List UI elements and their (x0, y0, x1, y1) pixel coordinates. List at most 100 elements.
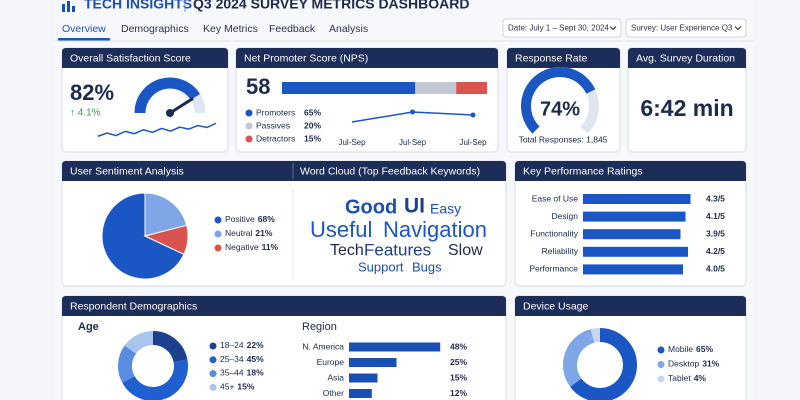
bar (583, 211, 686, 222)
filter-box[interactable] (502, 18, 622, 38)
word: Bugs (412, 259, 442, 274)
legend-name: Negative (225, 242, 259, 252)
word: Easy (430, 201, 461, 217)
bar (583, 264, 683, 275)
tab[interactable]: Overview (62, 23, 106, 35)
word: Tech (330, 242, 364, 259)
legend-name: Neutral (225, 228, 253, 238)
legend-marker (657, 375, 665, 383)
tab[interactable]: Feedback (269, 23, 316, 35)
card-title: Device Usage (523, 300, 589, 312)
legend-marker (214, 216, 222, 224)
legend-name: Desktop (668, 359, 699, 369)
value-label: 4.1/5 (706, 211, 725, 221)
y-tick-label: Design (552, 211, 579, 221)
section-title: Age (78, 321, 99, 333)
trend-point (410, 109, 415, 115)
card-header (515, 296, 746, 316)
filter-label[interactable]: Survey: User Experience Q3 (631, 24, 733, 33)
bar (349, 342, 441, 352)
donut-segment (118, 345, 137, 383)
kpi-value: 82% (70, 80, 114, 105)
legend-name: Mobile (668, 344, 693, 354)
legend-marker (209, 342, 217, 350)
legend-value: 15% (237, 382, 254, 392)
pie-slice (101, 192, 185, 280)
legend-name: Positive (225, 214, 255, 224)
brand: TECH INSIGHTS (84, 0, 192, 12)
value-label: 48% (450, 341, 467, 351)
legend-marker (214, 230, 222, 238)
needle-hub (166, 109, 174, 117)
legend-label: Negative 11% (225, 242, 279, 252)
legend-name: 25–34 (220, 354, 244, 364)
legend-marker (209, 370, 217, 378)
trend-point (470, 112, 476, 118)
legend-name: 45+ (220, 382, 234, 392)
legend-value: 45% (247, 354, 264, 364)
legend-name: Tablet (668, 373, 691, 383)
legend-marker (245, 122, 253, 130)
x-tick-label: Jul-Sep (338, 138, 366, 147)
y-tick-label: Reliability (542, 246, 579, 256)
pie-slice (143, 224, 189, 255)
legend-label: Tablet 4% (668, 373, 706, 383)
value-label: 15% (450, 372, 467, 382)
legend-name: Passives (256, 120, 290, 130)
tab[interactable]: Demographics (121, 23, 189, 35)
y-tick-label: Europe (317, 357, 345, 367)
legend-marker (209, 383, 217, 391)
legend-value: 21% (255, 228, 272, 238)
value-label: 4.0/5 (706, 264, 725, 274)
legend-marker (209, 356, 217, 364)
legend-label: Desktop 31% (668, 359, 720, 369)
donut-segment (570, 328, 637, 400)
value-label: 4.3/5 (706, 193, 725, 203)
legend-value: 4% (694, 373, 707, 383)
kpi-duration: 6:42 min (640, 95, 733, 121)
card-title: Net Promoter Score (NPS) (244, 52, 368, 64)
nps-score: 58 (246, 74, 270, 99)
bar (349, 389, 372, 398)
tab-underline (58, 38, 110, 41)
legend-label: Mobile 65% (668, 344, 714, 354)
ring-arc (521, 67, 596, 134)
gauge-arc (134, 77, 200, 114)
card-header (236, 48, 498, 68)
bar (583, 229, 681, 240)
legend-value: 11% (262, 242, 279, 252)
card-header (62, 48, 228, 68)
filter-label[interactable]: Date: July 1 – Sept 30, 2024 (508, 24, 610, 33)
word: Slow (448, 242, 483, 259)
chevron (609, 26, 617, 31)
nps-segment (282, 82, 416, 94)
card-title: Overall Satisfaction Score (70, 52, 191, 64)
y-tick-label: Asia (327, 372, 344, 382)
bar (583, 194, 691, 204)
word: Good (345, 196, 397, 218)
x-tick-label: Jul-Sep (399, 138, 427, 147)
bar (349, 358, 397, 367)
kpi-total: Total Responses: 1,845 (519, 134, 608, 144)
card-title: Key Performance Ratings (523, 165, 643, 177)
kpi-change: ↑ 4.1% (70, 108, 101, 119)
tab[interactable]: Key Metrics (203, 23, 258, 35)
legend-label: 25–34 45% (220, 354, 264, 364)
dashboard-title: Q3 2024 SURVEY METRICS DASHBOARD (193, 0, 469, 12)
legend-marker (245, 135, 253, 143)
logo (62, 1, 75, 12)
card-header (515, 161, 746, 181)
sparkline (97, 122, 217, 137)
tab[interactable]: Analysis (329, 23, 368, 35)
value-label: 4.2/5 (706, 246, 725, 256)
y-tick-label: Other (323, 388, 344, 398)
filter-box[interactable] (625, 18, 747, 38)
chevron (734, 26, 742, 31)
legend-value: 18% (247, 368, 264, 378)
word: Support (358, 259, 404, 274)
card-header (62, 296, 506, 316)
word: Features (364, 240, 431, 259)
legend-value: 22% (247, 340, 264, 350)
section-title: Region (302, 321, 337, 333)
